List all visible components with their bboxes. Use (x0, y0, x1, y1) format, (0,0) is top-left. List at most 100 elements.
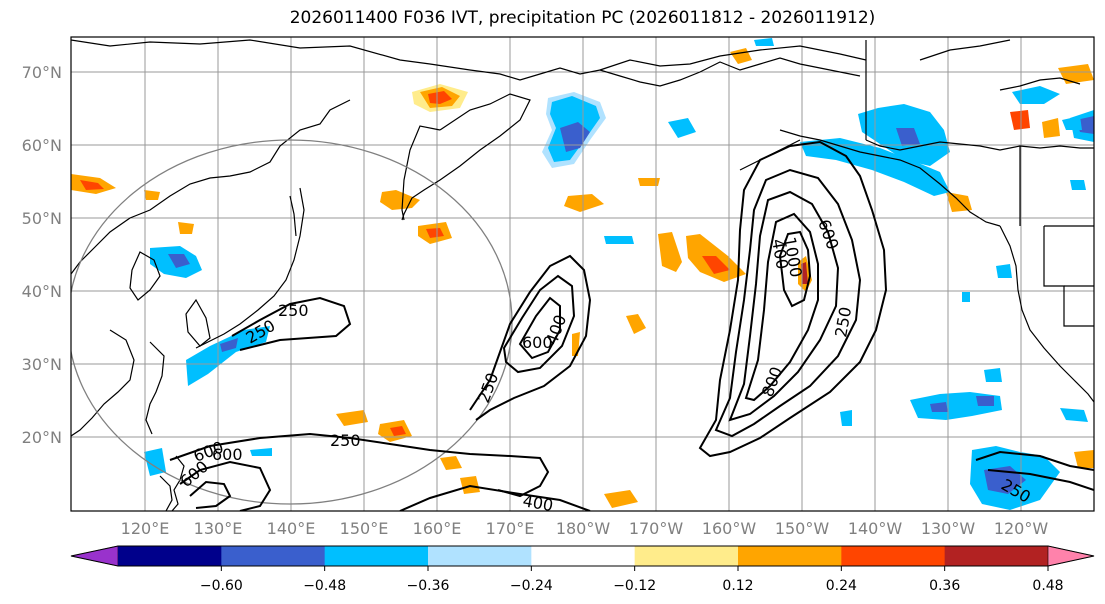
lon-label: 150°W (775, 519, 830, 538)
colorbar-tick-label: 0.48 (1032, 578, 1063, 594)
shade-negative (186, 326, 270, 386)
shade-negative (896, 128, 920, 146)
lon-label: 120°W (994, 519, 1049, 538)
lon-label: 160°W (702, 519, 757, 538)
shade-negative (1012, 86, 1060, 104)
shade-positive (390, 426, 406, 436)
shade-positive (1042, 118, 1060, 138)
shade-negative (962, 292, 970, 302)
contour-250 (169, 432, 550, 498)
shade-positive (946, 192, 972, 212)
colorbar-segment (531, 546, 636, 566)
contour-250 (231, 296, 352, 351)
reference-circle (71, 139, 513, 505)
shade-positive (638, 178, 660, 186)
contour-400 (502, 274, 576, 374)
lon-label: 140°W (848, 519, 903, 538)
contour-600 (518, 296, 561, 360)
shade-positive (572, 332, 580, 356)
lon-label: 120°E (121, 519, 170, 538)
shade-positive (730, 48, 752, 64)
shade-negative (168, 254, 190, 268)
lon-label: 150°E (340, 519, 389, 538)
contour-600 (189, 480, 232, 509)
shade-negative (668, 118, 696, 138)
coastlines (71, 39, 1094, 511)
colorbar-segment (738, 546, 842, 566)
shade-positive (564, 194, 604, 212)
colorbar-segment (221, 546, 326, 566)
lon-label: 140°E (267, 519, 316, 538)
shade-positive (626, 314, 646, 334)
shade-positive (801, 262, 808, 284)
lat-label: 60°N (22, 136, 62, 155)
lon-label: 130°E (194, 519, 243, 538)
figure-title: 2026011400 F036 IVT, precipitation PC (2… (289, 8, 876, 28)
contour-label: 600 (212, 445, 243, 464)
colorbar-segment (944, 546, 1049, 566)
contour-label: 600 (814, 217, 842, 252)
colorbar-tick-label: −0.60 (200, 578, 243, 594)
colorbar-tick-label: −0.12 (613, 578, 656, 594)
shade-positive (702, 256, 730, 274)
shade-negative (1070, 180, 1086, 190)
shade-negative (754, 38, 774, 46)
shade-negative (144, 448, 166, 476)
shade-positive (658, 232, 682, 272)
shade-positive (428, 91, 452, 104)
shade-negative (1060, 408, 1088, 422)
contour-250 (987, 469, 1094, 491)
shade-negative (604, 236, 634, 244)
contour-label: 600 (522, 333, 553, 352)
shade-positive (80, 180, 104, 190)
shade-negative (220, 338, 238, 352)
contour-250 (975, 450, 1094, 471)
precipitation-shading (71, 38, 1094, 510)
shade-positive (336, 410, 368, 426)
shade-negative (1062, 116, 1082, 130)
lon-label: 160°E (413, 519, 462, 538)
shade-negative (930, 402, 948, 412)
contour-1000 (778, 230, 812, 308)
lat-label: 50°N (22, 209, 62, 228)
contour-label: 250 (831, 305, 855, 338)
colorbar: −0.60 −0.48 −0.36 −0.24 −0.12 0.12 0.24 0.36 0.4… (70, 545, 1095, 594)
shade-negative (996, 264, 1012, 278)
colorbar-extend-high (1047, 545, 1095, 567)
contour-label: 250 (330, 431, 361, 450)
lat-label: 40°N (22, 282, 62, 301)
contour-label: 400 (521, 491, 554, 515)
contour-800 (744, 212, 819, 402)
lon-label: 170°W (629, 519, 684, 538)
shade-positive (440, 456, 462, 470)
shade-positive (604, 490, 638, 508)
shade-negative (840, 410, 852, 426)
contour-250 (698, 140, 888, 458)
colorbar-tick-label: −0.24 (510, 578, 553, 594)
shade-negative (984, 368, 1002, 382)
contour-250 (469, 254, 592, 421)
shade-positive (178, 222, 194, 234)
colorbar-extend-low (70, 545, 119, 567)
colorbar-segment (428, 546, 532, 566)
lon-label: 180°W (556, 519, 611, 538)
contour-600 (728, 190, 840, 422)
shade-positive (380, 190, 420, 210)
colorbar-tick-label: −0.48 (303, 578, 346, 594)
colorbar-tick-label: 0.12 (722, 578, 753, 594)
shade-positive (1010, 110, 1030, 130)
shade-negative (976, 396, 994, 406)
contour-label: 250 (278, 301, 309, 320)
contour-400 (399, 484, 591, 511)
contour-400 (179, 460, 272, 511)
colorbar-segment (324, 546, 429, 566)
ivt-contours (169, 140, 1094, 511)
contour-label: 250 (474, 370, 502, 405)
lat-label: 20°N (22, 428, 62, 447)
lon-label: 170°E (486, 519, 535, 538)
colorbar-segment (841, 546, 946, 566)
shade-negative (250, 448, 272, 456)
shade-positive (1074, 450, 1094, 468)
